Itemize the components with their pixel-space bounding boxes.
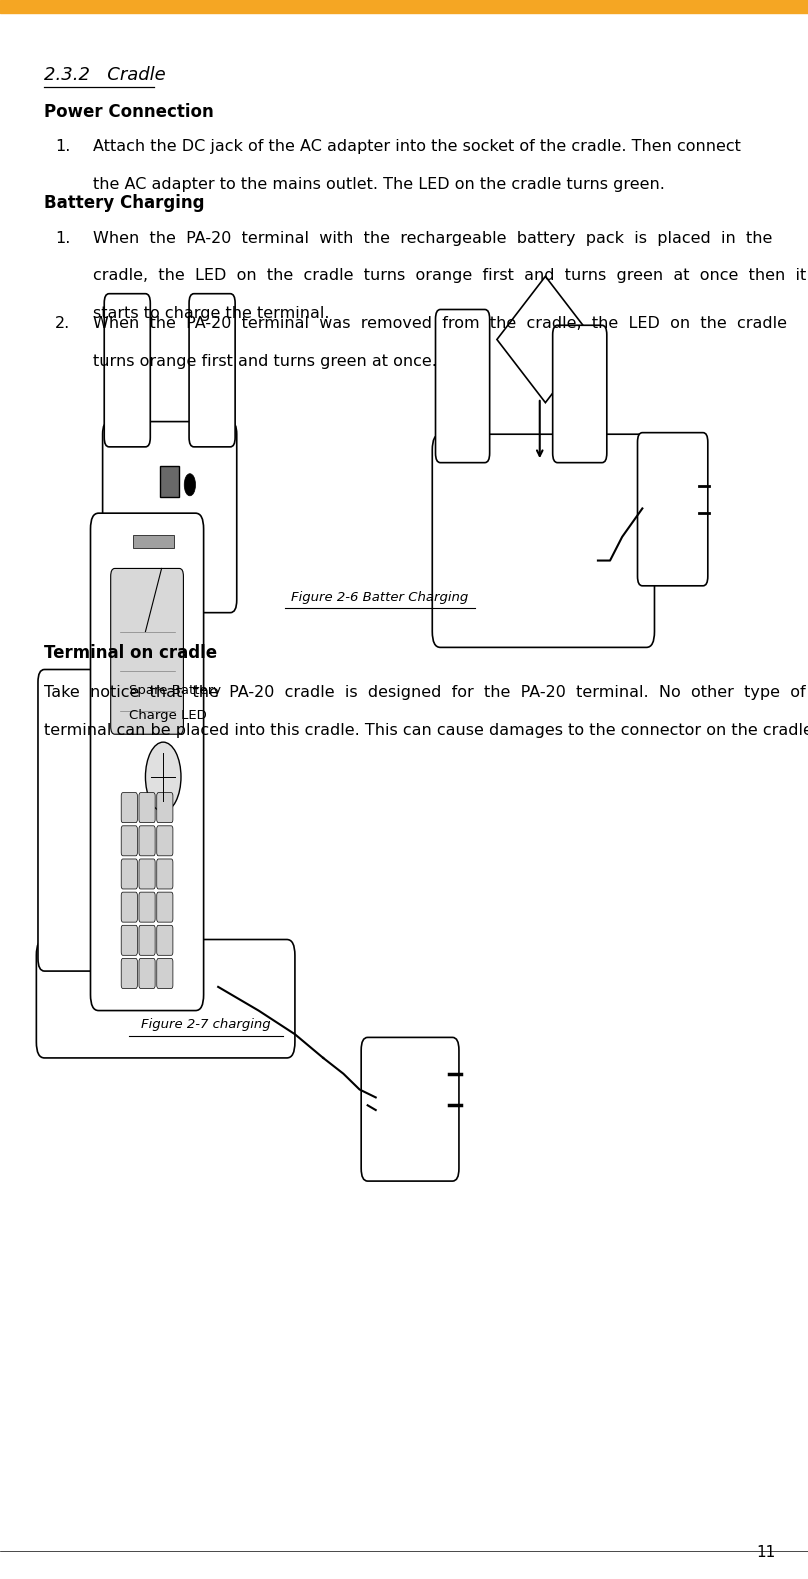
- FancyBboxPatch shape: [104, 294, 150, 447]
- FancyBboxPatch shape: [157, 859, 173, 889]
- Text: terminal can be placed into this cradle. This can cause damages to the connector: terminal can be placed into this cradle.…: [44, 723, 808, 737]
- Text: Charge LED: Charge LED: [129, 709, 207, 722]
- FancyBboxPatch shape: [139, 793, 155, 823]
- FancyBboxPatch shape: [157, 958, 173, 988]
- FancyBboxPatch shape: [157, 892, 173, 922]
- FancyBboxPatch shape: [189, 294, 235, 447]
- Text: the AC adapter to the mains outlet. The LED on the cradle turns green.: the AC adapter to the mains outlet. The …: [93, 177, 665, 191]
- Circle shape: [145, 742, 181, 812]
- Text: 2.: 2.: [55, 316, 70, 330]
- FancyBboxPatch shape: [436, 309, 490, 463]
- Bar: [133, 535, 174, 548]
- FancyBboxPatch shape: [139, 925, 155, 955]
- FancyBboxPatch shape: [90, 513, 204, 1011]
- Text: Battery Charging: Battery Charging: [44, 194, 205, 212]
- Polygon shape: [497, 276, 594, 403]
- FancyBboxPatch shape: [139, 892, 155, 922]
- FancyBboxPatch shape: [553, 325, 607, 463]
- FancyBboxPatch shape: [139, 958, 155, 988]
- FancyBboxPatch shape: [121, 793, 137, 823]
- Text: 2.3.2   Cradle: 2.3.2 Cradle: [44, 66, 166, 84]
- Text: Terminal on cradle: Terminal on cradle: [44, 644, 217, 662]
- FancyBboxPatch shape: [121, 958, 137, 988]
- Text: 1.: 1.: [55, 231, 70, 245]
- FancyBboxPatch shape: [157, 793, 173, 823]
- FancyBboxPatch shape: [361, 1037, 459, 1181]
- FancyBboxPatch shape: [638, 433, 708, 586]
- FancyBboxPatch shape: [121, 925, 137, 955]
- FancyBboxPatch shape: [157, 925, 173, 955]
- Text: Figure 2-6 Batter Charging: Figure 2-6 Batter Charging: [291, 591, 469, 603]
- FancyBboxPatch shape: [103, 422, 237, 613]
- Text: Figure 2-7 charging: Figure 2-7 charging: [141, 1018, 271, 1031]
- FancyBboxPatch shape: [38, 669, 109, 971]
- Text: Spare Battery: Spare Battery: [129, 684, 221, 696]
- Text: starts to charge the terminal.: starts to charge the terminal.: [93, 306, 330, 321]
- Text: 11: 11: [756, 1546, 776, 1560]
- Text: 1.: 1.: [55, 139, 70, 153]
- Text: Attach the DC jack of the AC adapter into the socket of the cradle. Then connect: Attach the DC jack of the AC adapter int…: [93, 139, 741, 153]
- FancyBboxPatch shape: [139, 826, 155, 856]
- Text: When  the  PA-20  terminal  with  the  rechargeable  battery  pack  is  placed  : When the PA-20 terminal with the recharg…: [93, 231, 772, 245]
- FancyBboxPatch shape: [432, 434, 654, 647]
- FancyBboxPatch shape: [121, 859, 137, 889]
- Text: Power Connection: Power Connection: [44, 103, 214, 120]
- FancyBboxPatch shape: [36, 940, 295, 1058]
- Circle shape: [184, 474, 196, 496]
- Bar: [0, 0, 808, 13]
- Bar: [160, 466, 179, 497]
- FancyBboxPatch shape: [121, 826, 137, 856]
- FancyBboxPatch shape: [157, 826, 173, 856]
- Text: turns orange first and turns green at once.: turns orange first and turns green at on…: [93, 354, 437, 368]
- FancyBboxPatch shape: [121, 892, 137, 922]
- Text: When  the  PA-20  terminal  was  removed  from  the  cradle,  the  LED  on  the : When the PA-20 terminal was removed from…: [93, 316, 787, 330]
- FancyBboxPatch shape: [111, 568, 183, 734]
- Text: cradle,  the  LED  on  the  cradle  turns  orange  first  and  turns  green  at : cradle, the LED on the cradle turns oran…: [93, 268, 806, 283]
- Text: Take  notice  that  the  PA-20  cradle  is  designed  for  the  PA-20  terminal.: Take notice that the PA-20 cradle is des…: [44, 685, 806, 699]
- FancyBboxPatch shape: [139, 859, 155, 889]
